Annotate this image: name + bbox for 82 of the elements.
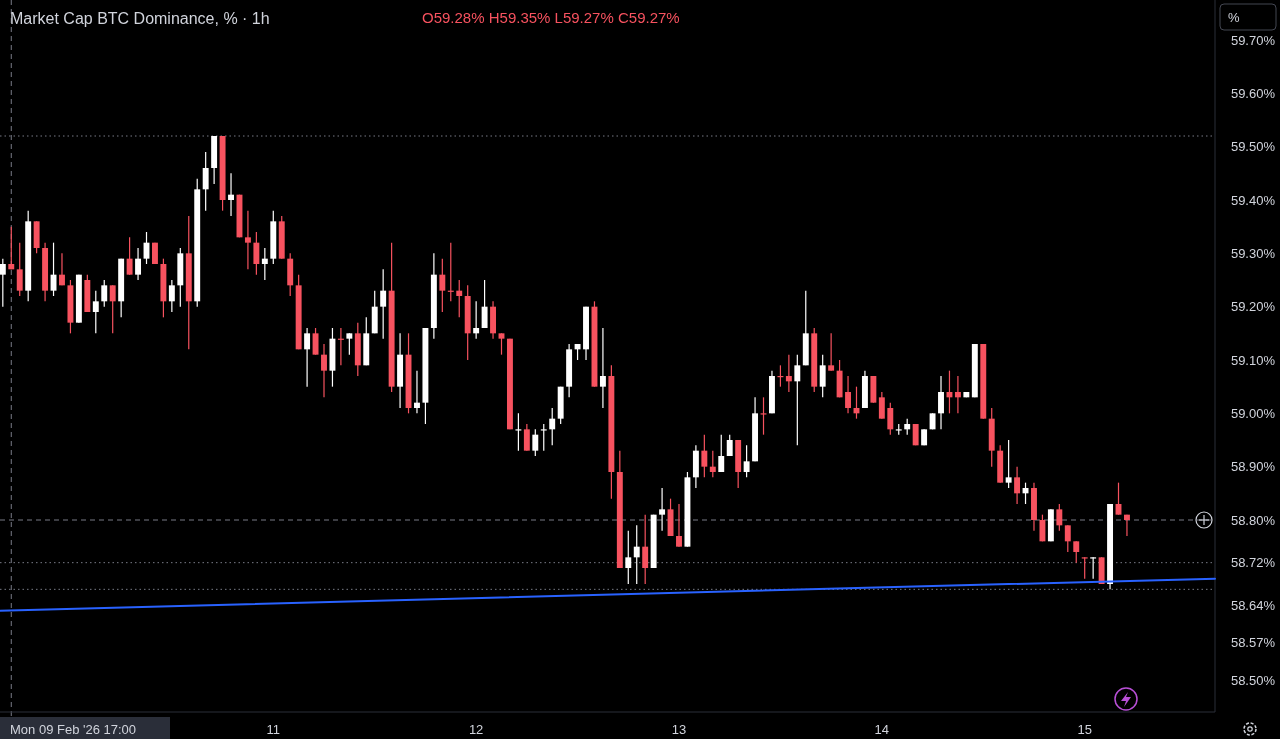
- candlestick: [101, 279, 108, 308]
- candlestick: [523, 423, 530, 452]
- candlestick: [1039, 514, 1046, 542]
- candlestick: [794, 354, 801, 446]
- y-tick-label: 58.64%: [1230, 597, 1276, 613]
- candlestick: [414, 370, 420, 414]
- candlestick: [439, 258, 446, 313]
- candlestick: [321, 343, 327, 398]
- y-tick-label: 59.20%: [1230, 299, 1276, 315]
- candlestick: [532, 428, 539, 457]
- candlestick: [1081, 556, 1088, 580]
- annotation: O59.28% H59.35% L59.27% C59.27%: [422, 9, 680, 27]
- y-tick-label: 59.40%: [1230, 192, 1276, 208]
- x-tick-label: 11: [266, 721, 281, 737]
- y-tick-label: 58.50%: [1230, 672, 1276, 688]
- candlestick: [828, 332, 835, 372]
- x-tick-label: 15: [1077, 721, 1092, 737]
- candlestick: [676, 503, 682, 548]
- candlestick: [261, 247, 268, 281]
- ref-line-label: 58.80%: [1230, 512, 1276, 528]
- y-tick-label: 58.90%: [1230, 459, 1276, 475]
- candlestick: [954, 375, 961, 414]
- candlestick: [659, 487, 666, 532]
- candlestick: [701, 434, 708, 478]
- text: Market Cap BTC Dominance, % · 1h: [10, 9, 270, 27]
- candlestick: [718, 434, 725, 473]
- x-tick-label: 14: [874, 721, 890, 737]
- candlestick: [168, 279, 175, 313]
- candlestick: [109, 284, 116, 334]
- candlestick: [498, 332, 505, 356]
- candlestick: [1014, 466, 1021, 505]
- candlestick: [845, 375, 851, 414]
- y-tick-label: 59.10%: [1230, 352, 1276, 368]
- y-tick-label: 59.60%: [1230, 85, 1276, 101]
- candlestick: [8, 226, 15, 270]
- y-tick-label: 59.00%: [1230, 405, 1276, 421]
- candlestick: [253, 231, 260, 276]
- text: Mon 09 Feb '26 17:00: [10, 721, 137, 737]
- candlestick: [202, 151, 209, 212]
- candlestick: [1056, 503, 1063, 532]
- x-tick-label: 12: [468, 721, 484, 737]
- candlestick: [481, 279, 488, 329]
- candlestick: [878, 391, 885, 420]
- candlestick: [549, 407, 556, 446]
- candlestick: [887, 402, 894, 436]
- candlestick: [126, 236, 133, 276]
- candlestick: [0, 258, 6, 308]
- candlestick: [760, 396, 767, 436]
- candlestick: [473, 300, 480, 340]
- candlestick: [1073, 540, 1080, 564]
- candlestick: [1090, 556, 1097, 580]
- candlestick: [304, 327, 311, 388]
- candlestick: [599, 327, 606, 409]
- candlestick: [346, 332, 353, 356]
- candlestick: [92, 290, 99, 334]
- candlestick: [633, 524, 640, 585]
- text: %: [1228, 9, 1240, 25]
- candlestick: [785, 354, 792, 393]
- candlestick: [228, 172, 234, 217]
- candlestick: [819, 354, 826, 398]
- y-tick-label: 59.30%: [1230, 245, 1276, 261]
- candlestick: [642, 514, 649, 585]
- candlestick: [625, 530, 632, 585]
- candlestick: [59, 252, 65, 286]
- candlestick: [312, 327, 319, 356]
- candlestick: [938, 375, 944, 430]
- candlestick: [709, 450, 716, 478]
- candlestick: [743, 444, 750, 478]
- candlestick: [456, 279, 463, 318]
- y-tick-label: 59.70%: [1230, 32, 1276, 48]
- candlestick: [244, 210, 251, 270]
- candlestick: [1064, 524, 1071, 553]
- candlestick: [380, 268, 387, 340]
- y-tick-label: 58.57%: [1230, 635, 1276, 651]
- candlestick: [515, 412, 522, 452]
- candlestick: [16, 242, 23, 297]
- y-tick-label: 58.72%: [1230, 555, 1276, 571]
- x-tick-label: 13: [671, 721, 687, 737]
- candlestick: [135, 247, 142, 281]
- candlestick: [1005, 439, 1012, 489]
- y-tick-label: 59.50%: [1230, 139, 1276, 155]
- candlestick: [540, 423, 547, 452]
